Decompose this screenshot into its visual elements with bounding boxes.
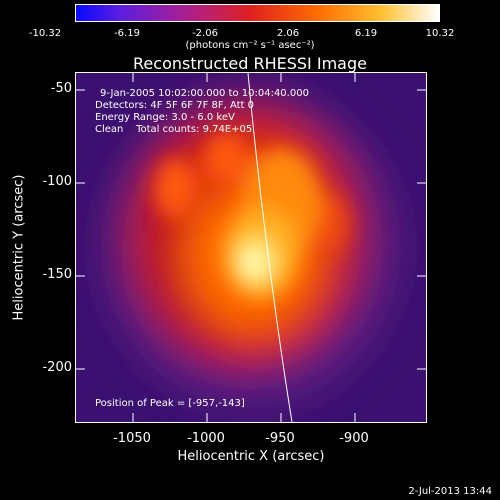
y-tick-label: -150 bbox=[42, 267, 72, 282]
y-tick-label: -50 bbox=[50, 81, 72, 96]
x-axis-label: Heliocentric X (arcsec) bbox=[177, 449, 325, 464]
colorbar-unit-label: (photons cm⁻² s⁻¹ asec⁻²) bbox=[185, 40, 315, 51]
colorbar-tick-label: -10.32 bbox=[28, 28, 62, 39]
annotation-energy-range: Energy Range: 3.0 - 6.0 keV bbox=[95, 112, 235, 123]
annotation-time-range: 9-Jan-2005 10:02:00.000 to 10:04:40.000 bbox=[100, 88, 309, 99]
annotation-clean-counts: Clean Total counts: 9.74E+05 bbox=[95, 124, 253, 135]
colorbar-tick-label: -6.19 bbox=[114, 28, 140, 39]
rhessi-image bbox=[76, 73, 426, 422]
colorbar-gradient bbox=[76, 5, 439, 21]
colorbar-tick-label: 6.19 bbox=[354, 28, 378, 39]
timestamp: 2-Jul-2013 13:44 bbox=[408, 486, 492, 497]
colorbar-tick-label: 10.32 bbox=[425, 28, 455, 39]
solar-limb-line bbox=[247, 73, 293, 422]
y-tick-label: -200 bbox=[42, 360, 72, 375]
y-tick-label: -100 bbox=[42, 174, 72, 189]
colorbar bbox=[75, 4, 440, 22]
annotation-peak-position: Position of Peak = [-957,-143] bbox=[95, 398, 245, 409]
x-tick-label: -1000 bbox=[187, 431, 225, 446]
colorbar-tick-label: -2.06 bbox=[192, 28, 218, 39]
annotation-detectors: Detectors: 4F 5F 6F 7F 8F, Att 0 bbox=[95, 100, 255, 111]
image-title: Reconstructed RHESSI Image bbox=[133, 54, 367, 73]
x-tick-label: -950 bbox=[265, 431, 295, 446]
x-tick-label: -900 bbox=[339, 431, 369, 446]
image-plot-area bbox=[75, 72, 427, 423]
x-tick-label: -1050 bbox=[113, 431, 151, 446]
colorbar-tick-label: 2.06 bbox=[276, 28, 300, 39]
y-axis-label: Heliocentric Y (arcsec) bbox=[11, 174, 27, 321]
